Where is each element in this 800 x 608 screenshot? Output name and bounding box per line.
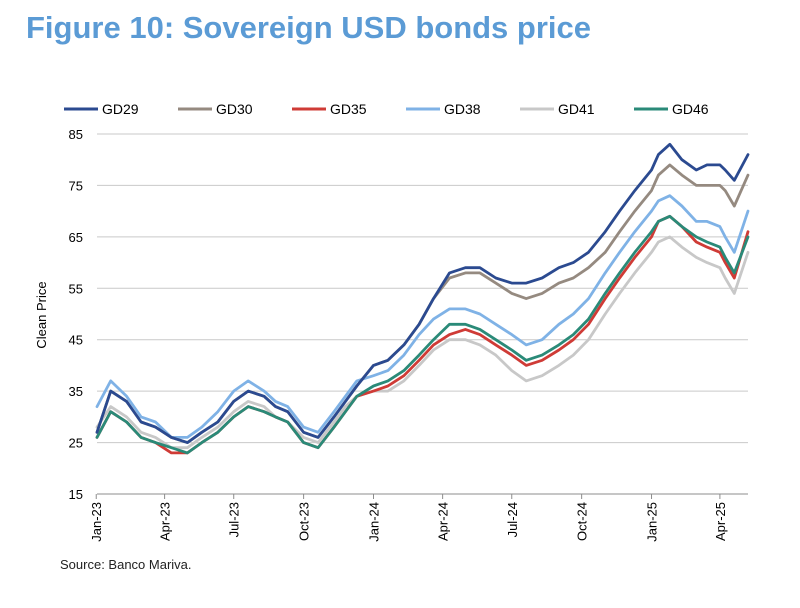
y-tick-label: 85 [69, 127, 83, 142]
y-tick-label: 55 [69, 281, 83, 296]
legend-label-gd38: GD38 [444, 101, 481, 117]
y-tick-label: 75 [69, 178, 83, 193]
x-tick-label: Jan-24 [367, 502, 382, 542]
series-line-gd41 [95, 235, 750, 450]
y-tick-label: 45 [69, 333, 83, 348]
x-tick-label: Jan-25 [645, 502, 660, 542]
series-lines [95, 142, 750, 455]
source-note: Source: Banco Mariva. [60, 557, 192, 572]
axes: 15 25 35 45 55 65 75 85 Jan-23 Apr-23 Jul-23 Oct-23… [69, 127, 748, 542]
y-tick-label: 65 [69, 230, 83, 245]
x-tick-label: Apr-23 [158, 502, 173, 541]
series-line-gd30 [95, 163, 750, 444]
legend: GD29 GD30 GD35 GD38 GD41 GD46 [64, 101, 709, 117]
y-tick-label: 25 [69, 436, 83, 451]
series-line-gd38 [95, 194, 750, 439]
legend-label-gd41: GD41 [558, 101, 595, 117]
x-tick-label: Oct-24 [575, 502, 590, 541]
series-line-gd46 [95, 214, 750, 455]
figure-title: Figure 10: Sovereign USD bonds price [26, 10, 592, 45]
x-tick-label: Jul-24 [505, 502, 520, 537]
legend-label-gd46: GD46 [672, 101, 709, 117]
x-tick-label: Apr-24 [436, 502, 451, 541]
legend-label-gd35: GD35 [330, 101, 367, 117]
series-line-gd29 [95, 142, 750, 444]
x-tick-label: Jan-23 [89, 502, 104, 542]
gridlines [97, 133, 748, 444]
x-tick-label: Jul-23 [227, 502, 242, 537]
x-tick-label: Apr-25 [713, 502, 728, 541]
y-axis-label: Clean Price [34, 281, 49, 348]
legend-label-gd29: GD29 [102, 101, 139, 117]
x-tick-label: Oct-23 [297, 502, 312, 541]
legend-label-gd30: GD30 [216, 101, 253, 117]
y-tick-label: 15 [69, 487, 83, 502]
y-tick-label: 35 [69, 384, 83, 399]
